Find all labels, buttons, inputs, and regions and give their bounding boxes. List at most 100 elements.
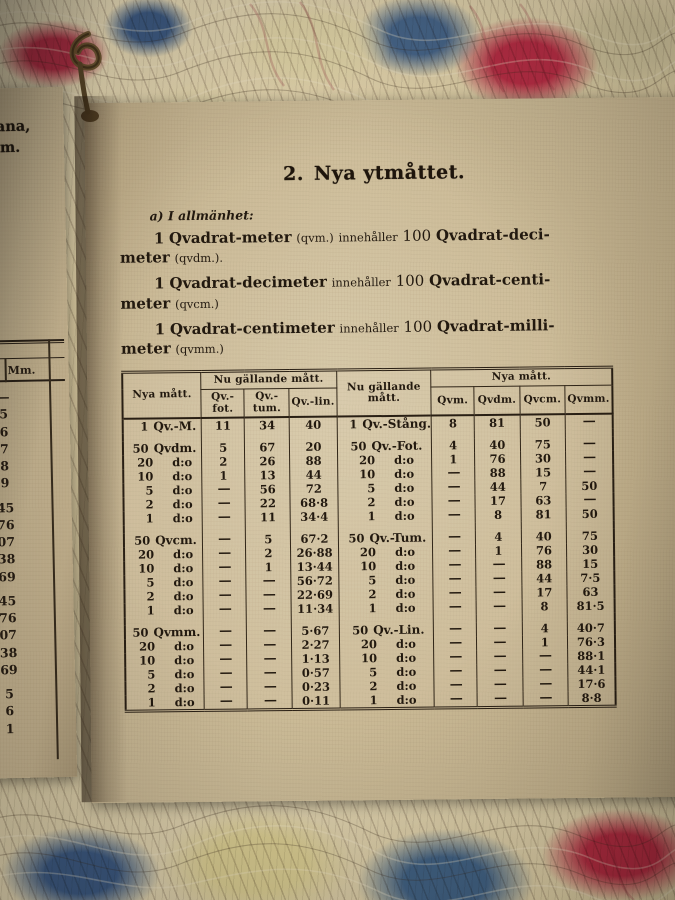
row-quantity: 1 xyxy=(140,419,149,434)
row-unit: Qv.-M. xyxy=(153,419,197,434)
p3-unit1: Qvadrat-centimeter xyxy=(169,318,335,339)
row-unit: d:o xyxy=(395,637,417,652)
cell-qvdm: 88 xyxy=(474,465,521,481)
cell-qvmm: — xyxy=(565,414,613,430)
row-label-right: 50 Qv.-Fot. xyxy=(337,438,432,454)
row-quantity: 20 xyxy=(358,453,376,468)
row-quantity: 10 xyxy=(139,653,156,668)
cell-qv-lin: 72 xyxy=(290,481,338,497)
row-unit: d:o xyxy=(173,603,194,618)
lp-num: 7 xyxy=(0,440,9,457)
row-label-left: 50 Qvdm. xyxy=(122,441,202,457)
cell-qvdm: 44 xyxy=(474,479,521,495)
row-unit: d:o xyxy=(396,679,417,694)
row-label-left: 5 d:o xyxy=(123,483,203,499)
cell-qvdm: — xyxy=(477,691,523,708)
row-quantity: 1 xyxy=(367,509,376,524)
row-unit: d:o xyxy=(396,651,417,666)
cell-qvcm: 40 xyxy=(521,529,567,544)
cell-qv-lin: 2·27 xyxy=(291,637,340,653)
row-label-left: 2 d:o xyxy=(124,589,204,605)
cell-qv-tum: 22 xyxy=(245,496,291,511)
cell-qvmm: — xyxy=(565,492,614,508)
cell-qvcm: 75 xyxy=(520,437,566,452)
left-page-paren-1: n.) xyxy=(0,209,64,234)
row-unit: Qvcm. xyxy=(155,533,197,548)
cell-qv-tum: 34 xyxy=(244,417,290,433)
conversion-table-wrap: Nya mått. Nu gällande mått. Nu gällande … xyxy=(121,365,635,714)
lp-num: 07 xyxy=(0,534,16,550)
cell-qvmm: 63 xyxy=(566,585,615,600)
p2-verb: innehåller xyxy=(331,275,391,290)
row-label-left: 10 d:o xyxy=(125,653,204,669)
row-quantity: 1 xyxy=(369,693,378,708)
row-label-right: 50 Qv.-Tum. xyxy=(337,530,433,546)
lp-num: — xyxy=(0,389,10,405)
row-unit: d:o xyxy=(172,497,193,512)
row-quantity: 2 xyxy=(369,679,378,694)
th-qv-fot: Qv.-fot. xyxy=(200,388,245,419)
cell-qv-tum: 11 xyxy=(245,510,291,525)
row-label-left: 50 Qvmm. xyxy=(124,625,204,641)
row-label-left: 1 Qv.-M. xyxy=(122,418,202,435)
cell-qvdm: 81 xyxy=(474,414,521,431)
p1-cont-abbr: (qvdm.). xyxy=(174,250,224,266)
th-qv-lin: Qv.-lin. xyxy=(289,387,337,418)
row-label-right: 1 d:o xyxy=(339,692,435,710)
conversion-table-body: 1 Qv.-M. 11 34 40 1 Qv.-Stång. 8 81 50—50 Qvdm. 5 67… xyxy=(122,414,616,712)
cell-qv-tum: 2 xyxy=(245,546,292,561)
row-label-left: 2 d:o xyxy=(123,497,203,513)
p3-cont-abbr: (qvmm.) xyxy=(175,341,224,357)
cell-qvmm: 88·1 xyxy=(567,649,616,664)
lp-num: 6 xyxy=(5,703,15,719)
p2-cont-unit: meter xyxy=(120,293,171,313)
row-label-right: 10 d:o xyxy=(337,466,433,482)
row-unit: Qvdm. xyxy=(153,441,197,456)
cell-qvm: — xyxy=(433,600,477,615)
row-unit: d:o xyxy=(394,545,416,560)
cell-qvmm: 75 xyxy=(566,529,614,544)
row-unit: d:o xyxy=(394,481,415,496)
left-page-paren-3: n.) xyxy=(0,255,65,280)
row-quantity: 5 xyxy=(147,667,156,682)
p3-verb: innehåller xyxy=(339,320,399,336)
cell-qv-lin: 0·57 xyxy=(292,665,340,681)
paragraph-1: 1 Qvadrat-meter (qvm.) innehåller 100 Qv… xyxy=(120,224,630,268)
cell-qvcm: 8 xyxy=(521,599,568,614)
cell-qvcm: 30 xyxy=(520,451,566,466)
conversion-table-head: Nya mått. Nu gällande mått. Nu gällande … xyxy=(122,367,613,420)
p1-unit1: Qvadrat-meter xyxy=(168,227,292,248)
row-label-right: 10 d:o xyxy=(338,558,434,574)
lp-num: 8 xyxy=(0,458,10,474)
row-label-right: 2 d:o xyxy=(338,586,434,602)
row-label-right: 10 d:o xyxy=(339,650,435,666)
lp-num: 6 xyxy=(0,423,9,439)
p2-cont-abbr: (qvcm.) xyxy=(174,296,219,311)
row-quantity: 10 xyxy=(361,651,378,666)
lp-num: 9 xyxy=(0,475,10,491)
row-quantity: 50 xyxy=(352,623,369,638)
row-label-left: 2 d:o xyxy=(125,681,205,697)
th-group-new: Nya mått. xyxy=(430,367,613,387)
row-quantity: 10 xyxy=(137,469,154,485)
paragraph-3: 1 Qvadrat-centimeter innehåller 100 Qvad… xyxy=(121,315,631,359)
cell-qvmm: 81·5 xyxy=(567,599,615,614)
cell-qv-lin: 5·67 xyxy=(291,623,340,639)
row-label-right: 1 Qv.-Stång. xyxy=(336,415,432,432)
left-page-paren-lines: n.) n.) n.) xyxy=(0,209,65,280)
row-quantity: 2 xyxy=(146,589,155,604)
page-title: 2. Nya ytmåttet. xyxy=(119,159,629,186)
left-page-table-header-mm: Mm. xyxy=(7,363,36,378)
row-label-left: 10 d:o xyxy=(123,469,202,485)
row-quantity: 2 xyxy=(147,681,156,696)
lp-num: 07 xyxy=(0,627,18,643)
p1-verb: innehåller xyxy=(338,229,398,245)
row-label-right: 2 d:o xyxy=(339,678,435,694)
p2-qty2: 100 xyxy=(395,271,425,291)
row-quantity: 2 xyxy=(368,587,377,602)
cell-qvm: 8 xyxy=(431,415,475,431)
row-unit: Qv.-Stång. xyxy=(362,416,432,432)
left-page-line-2: värtom. xyxy=(0,138,21,158)
cell-qvdm: — xyxy=(476,599,522,615)
